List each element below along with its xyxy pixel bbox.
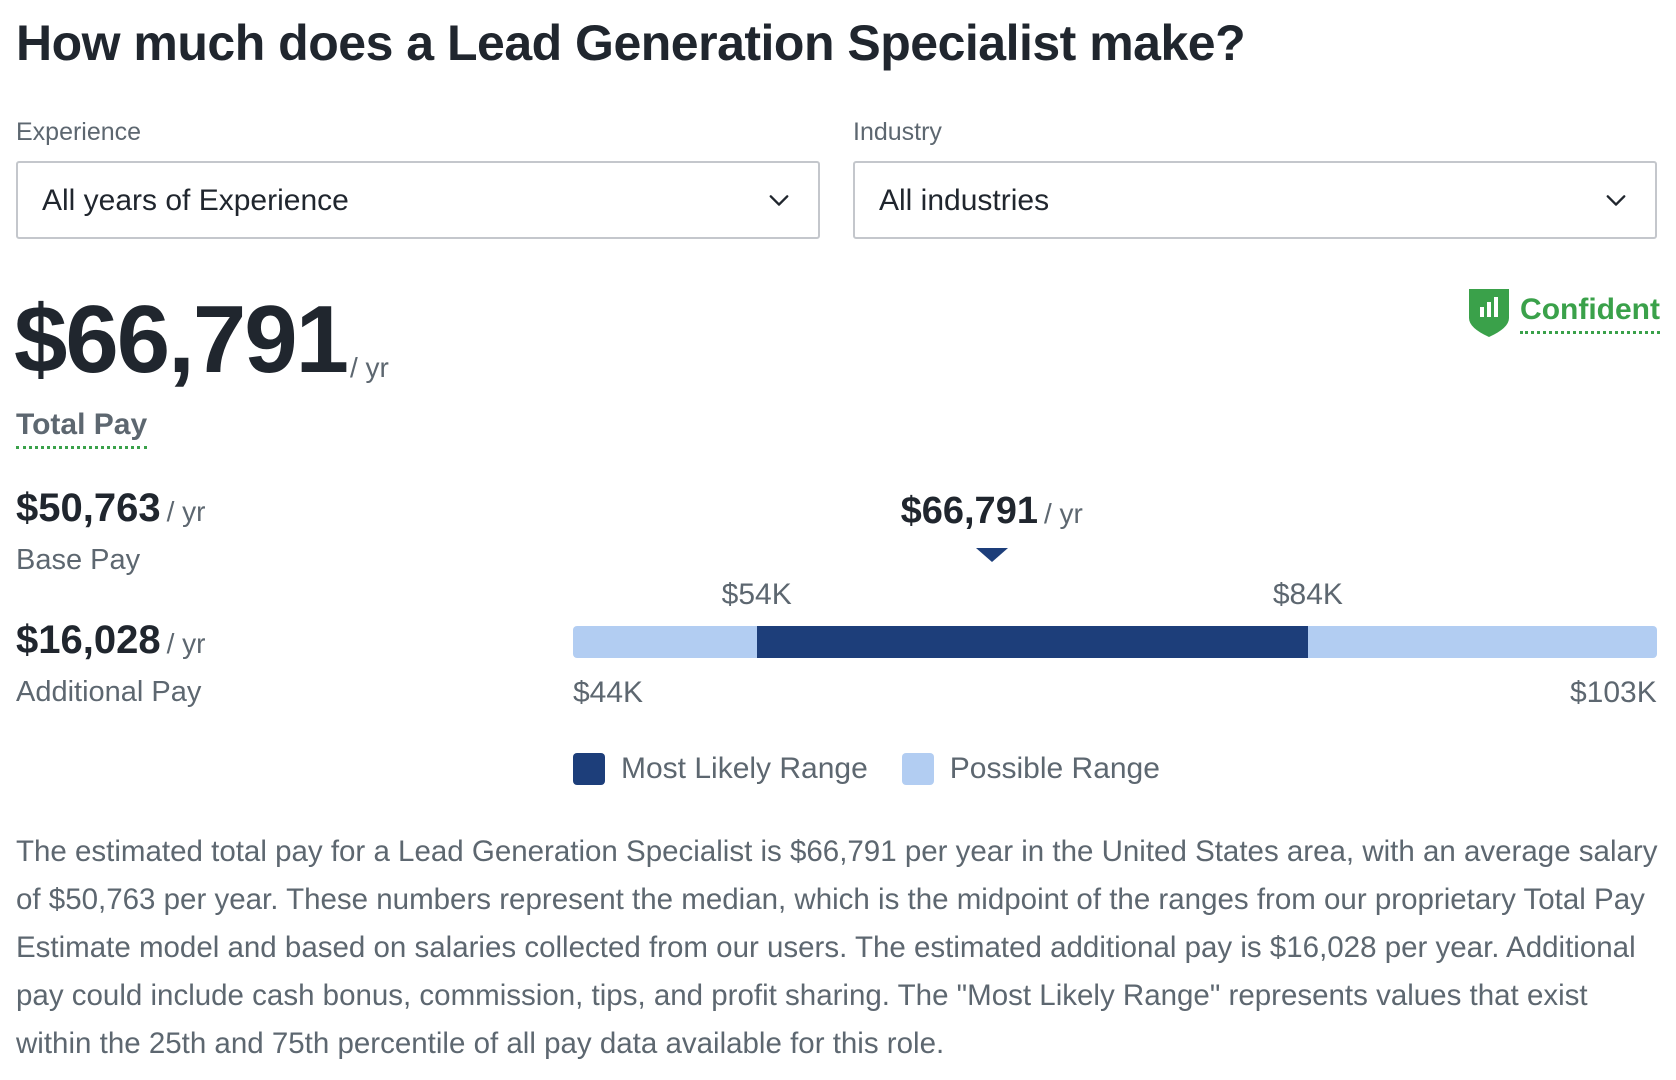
median-marker-icon (975, 548, 1008, 562)
experience-label: Experience (16, 118, 142, 146)
total-pay-label[interactable]: Total Pay (16, 408, 148, 449)
legend-label-possible: Possible Range (949, 752, 1160, 785)
likely-low-label: $54K (721, 578, 792, 611)
base-pay-label: Base Pay (16, 544, 141, 576)
chart-legend: Most Likely Range Possible Range (573, 752, 1194, 786)
pay-description: The estimated total pay for a Lead Gener… (16, 835, 1658, 1060)
most-likely-range-bar (756, 626, 1308, 658)
likely-high-label: $84K (1272, 578, 1343, 611)
median-value: $66,791 (900, 490, 1038, 532)
legend-swatch-likely (573, 753, 605, 785)
experience-dropdown-value: All years of Experience (42, 184, 349, 217)
range-min-label: $44K (573, 676, 644, 709)
base-pay-amount: $50,763/ yr (16, 488, 205, 528)
chevron-down-icon (1606, 195, 1626, 206)
total-pay-suffix: / yr (350, 352, 389, 383)
median-label: $66,791/ yr (901, 490, 1083, 533)
confidence-badge[interactable]: Confident (1468, 288, 1660, 338)
total-pay-amount: $66,791 (14, 286, 349, 393)
base-pay-value: $50,763 (16, 486, 161, 530)
additional-pay-amount: $16,028/ yr (16, 620, 205, 660)
industry-label: Industry (853, 118, 942, 146)
industry-dropdown-value: All industries (879, 184, 1050, 217)
additional-pay-label: Additional Pay (16, 676, 202, 708)
range-max-label: $103K (1570, 676, 1657, 709)
additional-pay-suffix: / yr (166, 628, 206, 659)
legend-swatch-possible (901, 753, 934, 785)
legend-label-likely: Most Likely Range (621, 752, 868, 785)
additional-pay-value: $16,028 (16, 618, 161, 662)
base-pay-suffix: / yr (166, 496, 206, 527)
confidence-shield-icon (1469, 289, 1510, 337)
experience-dropdown[interactable]: All years of Experience (16, 161, 820, 239)
confidence-label: Confident (1520, 293, 1660, 334)
median-suffix: / yr (1043, 498, 1083, 529)
industry-dropdown[interactable]: All industries (853, 161, 1657, 239)
chevron-down-icon (769, 195, 789, 206)
page-title: How much does a Lead Generation Speciali… (16, 15, 1246, 71)
